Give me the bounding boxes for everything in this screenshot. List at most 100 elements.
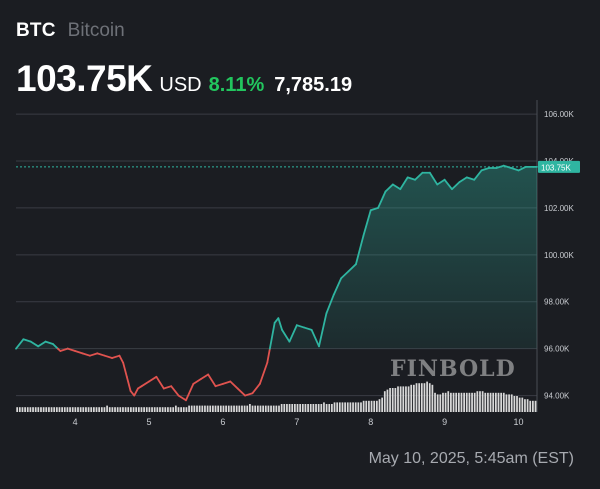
volume-bar [534,400,537,412]
price-line-segment [443,178,453,191]
volume-bar [360,402,362,412]
volume-bar [428,383,431,412]
price-line-segment [37,340,47,348]
price-line-segment [277,317,283,331]
absolute-change: 7,785.19 [274,74,353,96]
volume-bar [521,397,524,412]
volume-bar [275,405,278,412]
volume-bar [230,405,233,412]
price-line-segment [406,176,416,181]
volume-bar [402,386,405,412]
volume-bar [119,407,122,412]
volume-bar [450,392,452,412]
price-line-segment [162,385,173,390]
volume-bar [90,407,93,412]
price-line-segment [347,263,357,273]
volume-bar [288,404,291,412]
volume-bar [399,386,402,412]
volume-bar [114,407,116,412]
price-line-segment [436,178,446,186]
x-tick-label: 6 [220,417,225,427]
price-line-segment [129,389,136,397]
volume-bar [436,394,439,412]
volume-bar [206,405,209,412]
volume-bar [106,405,108,412]
price-line-segment [480,167,490,172]
volume-bar [489,392,492,412]
volume-bar [227,405,230,412]
volume-bar [185,407,188,412]
volume-bar [293,404,296,412]
volume-bar [341,402,344,412]
volume-bar [420,383,423,412]
x-tick-label: 9 [442,417,447,427]
price-line-segment [355,235,365,266]
x-tick-label: 8 [368,417,373,427]
volume-bar [48,407,50,412]
volume-bar [476,391,479,412]
price-line-segment [517,165,527,172]
volume-bar [307,404,309,412]
volume-bar [479,391,481,412]
price-line-segment [340,270,350,280]
volume-bar [85,407,87,412]
price-line-segment [81,352,91,357]
volume-bar [103,407,106,412]
price-line-segment [268,321,276,350]
volume-bar [505,394,508,412]
volume-bar [381,397,384,412]
price-line-segment [384,183,394,193]
price-line-segment [199,373,210,381]
volume-bar [63,407,66,412]
price-line-segment [118,354,125,364]
volume-bar [500,392,503,412]
volume-bar [471,392,473,412]
volume-bar [286,404,288,412]
volume-bar [280,404,283,412]
volume-bar [270,405,272,412]
volume-bar [473,392,476,412]
volume-bar [481,391,484,412]
volume-bar [167,407,169,412]
volume-bar [365,400,368,412]
volume-bar [222,405,225,412]
volume-bar [50,407,53,412]
volume-bar [413,384,415,412]
last-price-label: 103.75K [541,163,571,172]
volume-bar [333,402,336,412]
volume-bar [100,407,103,412]
volume-bar [407,386,410,412]
price-line-segment [310,328,320,348]
price-line-segment [229,380,239,390]
timestamp: May 10, 2025, 5:45am (EST) [368,450,574,467]
price-line-segment [177,394,187,402]
volume-bar [161,407,164,412]
volume-bar [92,407,95,412]
price-line-segment [103,354,113,359]
volume-bar [349,402,352,412]
volume-bar [127,407,130,412]
volume-bar [447,391,450,412]
volume-bar [151,407,153,412]
volume-bar [418,383,421,412]
volume-bar [457,392,460,412]
x-tick-label: 7 [294,417,299,427]
volume-bar [238,405,241,412]
volume-bar [283,404,286,412]
volume-bar [320,404,323,412]
volume-bar [116,407,119,412]
price-line-segment [318,312,328,348]
volume-bar [180,407,183,412]
volume-bar [174,405,177,412]
price-row: 103.75K USD 8.11% 7,785.19 [16,58,352,100]
volume-bar [304,404,307,412]
volume-bar [370,400,373,412]
price-line-segment [295,324,306,329]
volume-bar [172,407,175,412]
volume-bar [204,405,206,412]
volume-bar [518,397,521,412]
price-line-segment [236,387,246,397]
volume-bar [516,396,518,412]
volume-bar [394,388,397,412]
volume-bar [465,392,468,412]
